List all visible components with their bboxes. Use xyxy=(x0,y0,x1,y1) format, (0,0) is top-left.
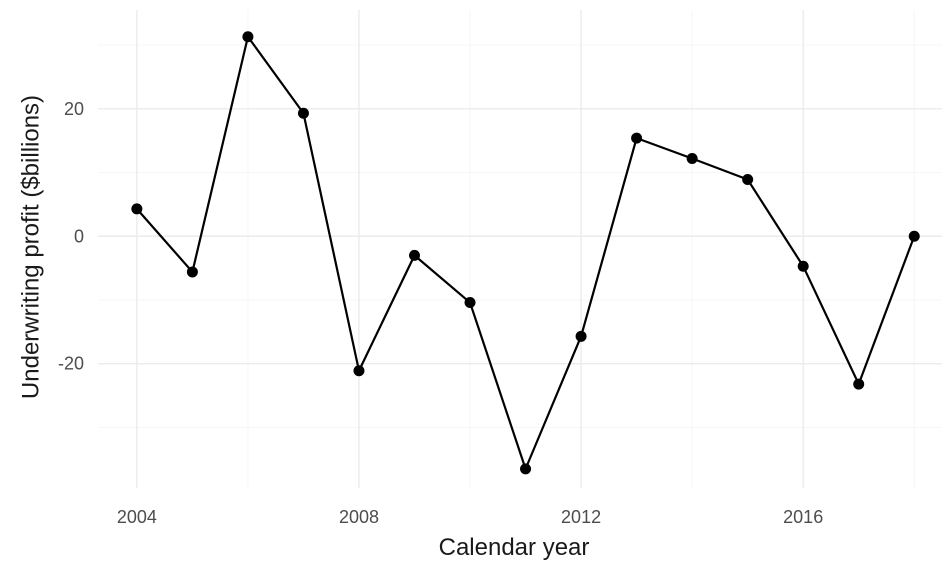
data-point-2013 xyxy=(631,132,643,144)
data-point-2005 xyxy=(186,266,198,278)
data-point-2016 xyxy=(797,260,809,272)
data-point-2014 xyxy=(686,152,698,164)
data-point-2018 xyxy=(908,230,920,242)
series-layer xyxy=(131,31,920,475)
y-tick-label: -20 xyxy=(58,354,84,374)
data-point-2007 xyxy=(297,107,309,119)
x-tick-label: 2012 xyxy=(561,507,601,527)
x-tick-label: 2016 xyxy=(783,507,823,527)
data-point-2006 xyxy=(242,31,254,43)
tick-labels: 2004 2008 2012 2016 -20 0 20 xyxy=(58,99,823,527)
data-point-2010 xyxy=(464,297,476,309)
grid xyxy=(98,10,942,488)
y-tick-label: 20 xyxy=(64,99,84,119)
data-point-2009 xyxy=(409,249,420,261)
x-tick-label: 2004 xyxy=(117,507,157,527)
data-point-2004 xyxy=(131,203,143,215)
data-point-2012 xyxy=(575,330,587,342)
data-point-2011 xyxy=(520,463,532,475)
series-line xyxy=(136,35,916,470)
y-tick-label: 0 xyxy=(74,226,84,246)
y-axis-title: Underwriting profit ($billions) xyxy=(17,95,44,399)
x-tick-label: 2008 xyxy=(339,507,379,527)
data-point-2017 xyxy=(853,378,865,390)
x-axis-title: Calendar year xyxy=(439,534,590,561)
data-point-2008 xyxy=(353,365,365,377)
data-point-2015 xyxy=(742,174,754,186)
